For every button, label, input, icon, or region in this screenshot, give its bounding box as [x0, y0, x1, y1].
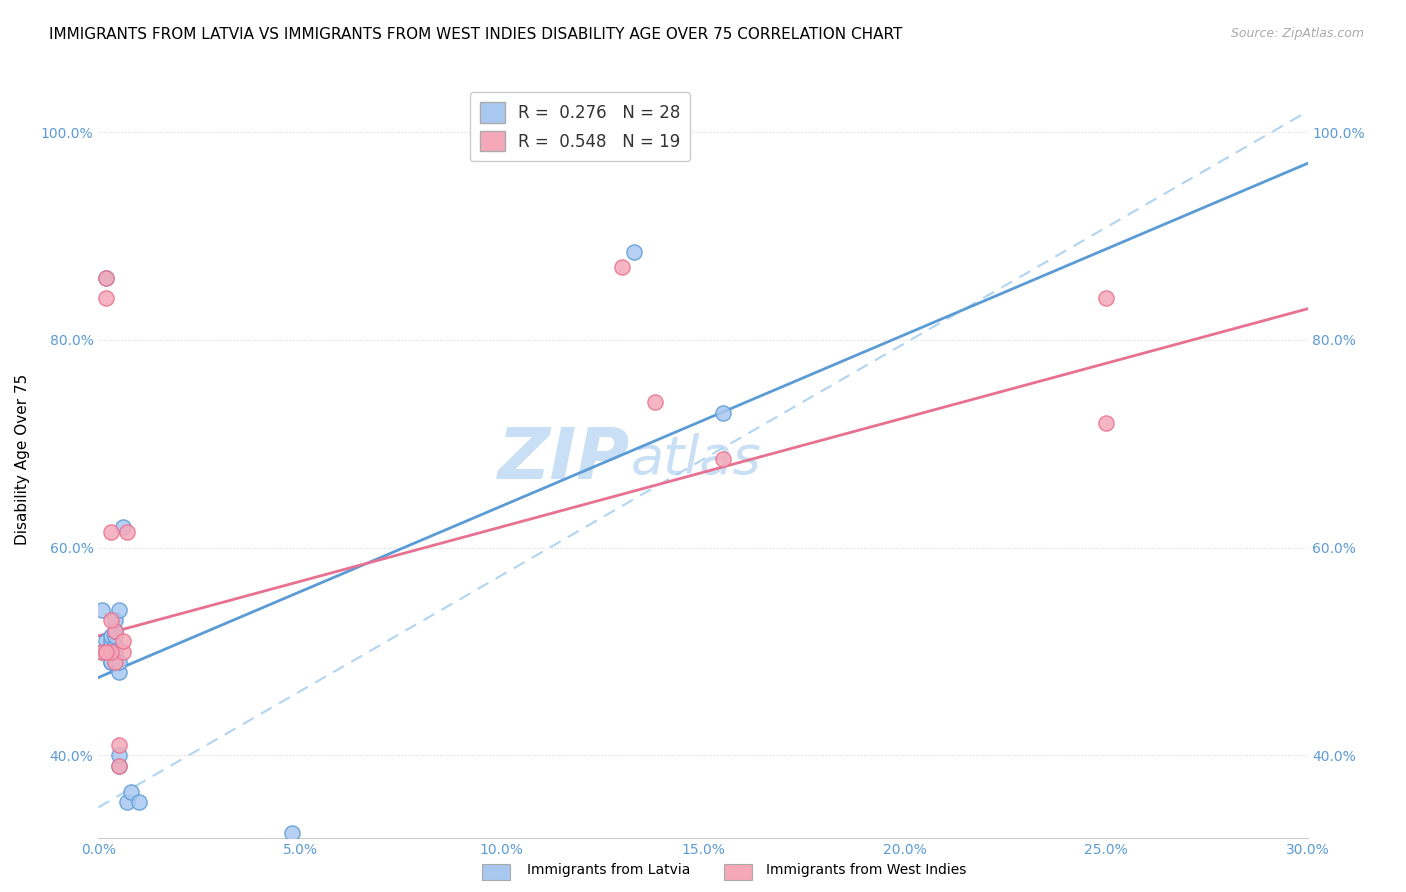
Point — [96, 270, 118, 285]
Point — [100, 634, 122, 648]
Point — [281, 826, 304, 840]
Point — [91, 603, 114, 617]
Point — [711, 406, 734, 420]
Point — [1095, 416, 1118, 430]
Point — [103, 613, 125, 627]
Point — [111, 634, 134, 648]
Point — [96, 292, 118, 306]
Point — [100, 644, 122, 658]
Legend: R =  0.276   N = 28, R =  0.548   N = 19: R = 0.276 N = 28, R = 0.548 N = 19 — [470, 93, 690, 161]
Point — [711, 452, 734, 467]
Point — [91, 644, 114, 658]
Text: ZIP: ZIP — [498, 425, 630, 494]
Point — [96, 634, 118, 648]
Y-axis label: Disability Age Over 75: Disability Age Over 75 — [15, 374, 30, 545]
Point — [100, 613, 122, 627]
Point — [96, 270, 118, 285]
Point — [100, 655, 122, 669]
Point — [115, 795, 138, 809]
Point — [103, 624, 125, 638]
Point — [107, 603, 129, 617]
Point — [623, 244, 645, 259]
Point — [96, 644, 118, 658]
Text: atlas: atlas — [630, 434, 761, 485]
Point — [107, 758, 129, 772]
Point — [107, 758, 129, 772]
Point — [111, 520, 134, 534]
Point — [103, 640, 125, 654]
Point — [91, 644, 114, 658]
Point — [100, 629, 122, 643]
Point — [644, 395, 666, 409]
Point — [107, 748, 129, 763]
Text: Source: ZipAtlas.com: Source: ZipAtlas.com — [1230, 27, 1364, 40]
Point — [103, 644, 125, 658]
Point — [107, 655, 129, 669]
Text: Immigrants from Latvia: Immigrants from Latvia — [527, 863, 690, 877]
Point — [612, 260, 634, 275]
Point — [103, 655, 125, 669]
Text: IMMIGRANTS FROM LATVIA VS IMMIGRANTS FROM WEST INDIES DISABILITY AGE OVER 75 COR: IMMIGRANTS FROM LATVIA VS IMMIGRANTS FRO… — [49, 27, 903, 42]
Point — [1095, 292, 1118, 306]
Point — [100, 655, 122, 669]
Point — [100, 525, 122, 540]
Point — [96, 644, 118, 658]
Point — [103, 629, 125, 643]
Point — [100, 644, 122, 658]
Point — [128, 795, 150, 809]
Point — [107, 738, 129, 752]
Point — [107, 665, 129, 680]
Point — [120, 785, 142, 799]
Point — [103, 624, 125, 638]
Point — [115, 525, 138, 540]
Point — [100, 640, 122, 654]
Text: Immigrants from West Indies: Immigrants from West Indies — [766, 863, 967, 877]
Point — [111, 644, 134, 658]
